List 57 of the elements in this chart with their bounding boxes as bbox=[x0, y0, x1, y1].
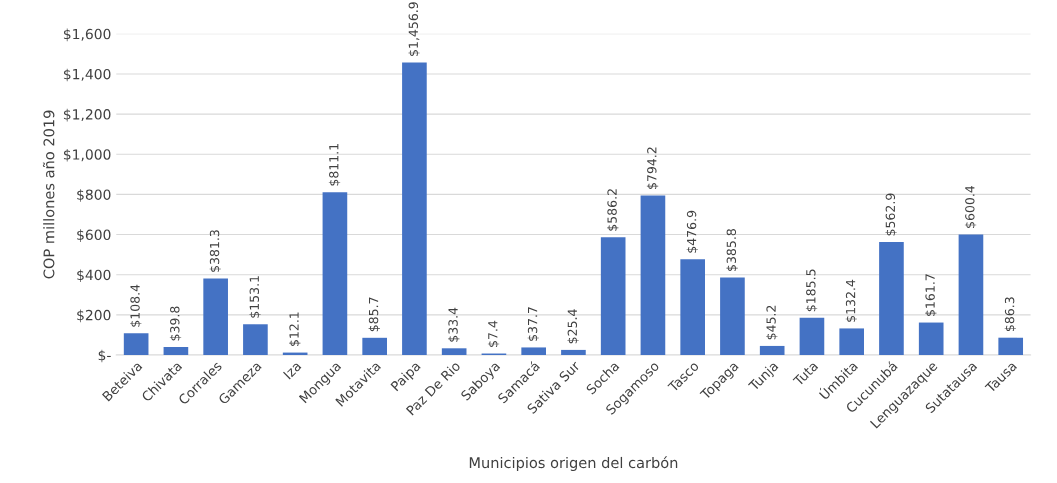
data-label: $37.7 bbox=[527, 307, 539, 341]
bar bbox=[799, 317, 825, 355]
bar bbox=[600, 237, 626, 355]
data-label: $12.1 bbox=[289, 312, 301, 346]
y-tick-label: $600 bbox=[77, 229, 111, 242]
bar bbox=[203, 278, 228, 355]
data-label: $86.3 bbox=[1004, 297, 1016, 332]
y-tick-label: $400 bbox=[77, 269, 111, 283]
data-label: $108.4 bbox=[130, 284, 142, 327]
bar bbox=[958, 234, 984, 355]
bar bbox=[561, 349, 586, 355]
data-label: $161.7 bbox=[925, 274, 937, 316]
bar bbox=[879, 242, 904, 355]
data-label: $811.1 bbox=[328, 144, 341, 186]
bar bbox=[163, 347, 189, 355]
bar bbox=[362, 337, 387, 355]
data-label: $185.5 bbox=[805, 269, 818, 312]
data-label: $794.2 bbox=[646, 147, 659, 189]
bar bbox=[521, 347, 546, 355]
data-label: $85.7 bbox=[368, 297, 380, 332]
data-label: $153.1 bbox=[249, 276, 261, 318]
bar bbox=[720, 277, 745, 355]
y-tick-label: $1,600 bbox=[63, 28, 111, 42]
y-axis-title: COP millones año 2019 bbox=[42, 110, 55, 279]
bar bbox=[640, 195, 666, 355]
bar bbox=[441, 348, 467, 355]
data-label: $39.8 bbox=[169, 306, 182, 341]
data-label: $381.3 bbox=[209, 230, 221, 272]
bar bbox=[839, 328, 865, 355]
x-tick-label: Tuta bbox=[792, 361, 819, 387]
bar bbox=[243, 324, 268, 355]
y-tick-label: $1,400 bbox=[63, 68, 111, 82]
bar bbox=[759, 345, 785, 355]
y-tick-label: $- bbox=[98, 349, 111, 363]
data-label: $385.8 bbox=[726, 229, 738, 271]
data-label: $1,456.9 bbox=[408, 2, 420, 56]
bar bbox=[998, 337, 1024, 355]
data-label: $33.4 bbox=[448, 307, 460, 342]
x-tick-label: Iza bbox=[282, 361, 302, 380]
data-label: $562.9 bbox=[885, 193, 897, 236]
data-label: $600.4 bbox=[964, 185, 977, 228]
bar bbox=[680, 259, 705, 355]
data-label: $7.4 bbox=[487, 320, 500, 347]
y-tick-label: $200 bbox=[77, 309, 111, 323]
y-tick-label: $1,000 bbox=[63, 148, 111, 162]
data-label: $45.2 bbox=[766, 305, 778, 340]
x-axis-title: Municipios origen del carbón bbox=[469, 456, 678, 472]
y-tick-label: $800 bbox=[77, 189, 111, 202]
data-label: $476.9 bbox=[686, 210, 698, 253]
data-label: $586.2 bbox=[607, 189, 619, 231]
data-label: $132.4 bbox=[845, 279, 857, 322]
bar bbox=[918, 322, 944, 355]
bar bbox=[322, 192, 348, 355]
y-tick-label: $1,200 bbox=[63, 108, 111, 122]
bar bbox=[123, 333, 149, 355]
bar bbox=[402, 62, 427, 355]
data-label: $25.4 bbox=[567, 309, 579, 344]
